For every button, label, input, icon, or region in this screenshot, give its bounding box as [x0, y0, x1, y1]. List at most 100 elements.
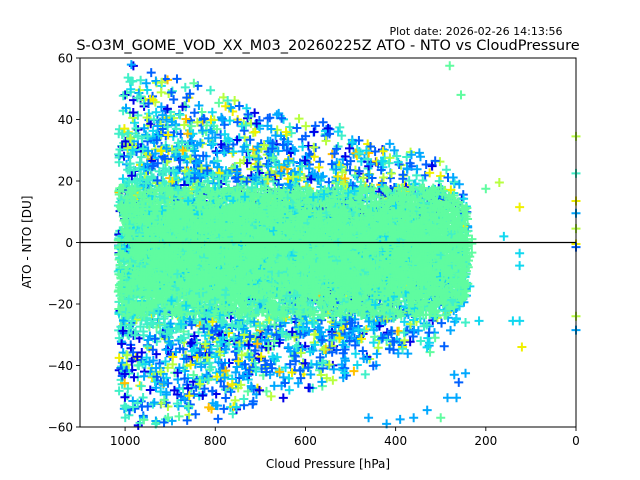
data-point [309, 142, 319, 152]
data-point [323, 123, 333, 133]
data-point [117, 358, 127, 368]
data-point [142, 113, 152, 123]
data-point [231, 402, 241, 412]
data-point [151, 383, 161, 393]
data-point [180, 82, 190, 92]
data-point [190, 108, 200, 118]
data-point [362, 354, 372, 364]
data-point [133, 398, 143, 408]
data-point [133, 110, 143, 120]
data-point [242, 177, 252, 187]
data-point [271, 321, 281, 331]
data-point [402, 152, 412, 162]
data-point [183, 383, 193, 393]
data-point [328, 375, 338, 385]
data-point [160, 154, 170, 164]
data-point [269, 381, 279, 391]
data-point [369, 338, 379, 348]
data-point [219, 120, 229, 130]
data-point [148, 345, 158, 355]
data-point [372, 349, 382, 359]
scatter-points [113, 60, 581, 430]
data-point [129, 372, 139, 382]
data-point [403, 349, 413, 359]
data-point [316, 333, 326, 343]
data-point [324, 360, 334, 370]
data-point [427, 161, 437, 171]
data-point [393, 348, 403, 358]
data-point [291, 341, 301, 351]
data-point [340, 152, 350, 162]
data-point [230, 395, 240, 405]
data-point [366, 142, 376, 152]
data-point [379, 145, 389, 155]
data-point [241, 121, 251, 131]
data-point [364, 316, 374, 326]
data-point [284, 385, 294, 395]
data-point [163, 363, 173, 373]
data-point [120, 392, 130, 402]
data-point [180, 394, 190, 404]
data-point [207, 107, 217, 117]
data-point [327, 159, 337, 169]
data-point [294, 114, 304, 124]
data-point [279, 114, 289, 124]
data-point [181, 354, 191, 364]
data-point [351, 349, 361, 359]
data-point [272, 110, 282, 120]
data-point [214, 98, 224, 108]
data-point [187, 320, 197, 330]
data-point [189, 331, 199, 341]
data-point [321, 136, 331, 146]
data-point [177, 138, 187, 148]
data-point [424, 328, 434, 338]
data-point [206, 85, 216, 95]
data-point [194, 101, 204, 111]
plot-date-subtitle: Plot date: 2026-02-26 14:13:56 [389, 25, 562, 38]
data-point [297, 161, 307, 171]
data-point [169, 95, 179, 105]
data-point [180, 101, 190, 111]
data-point [231, 367, 241, 377]
data-point [188, 144, 198, 154]
data-point [226, 103, 236, 113]
data-point [266, 391, 276, 401]
data-point [234, 101, 244, 111]
data-point [309, 127, 319, 137]
data-point [191, 409, 201, 419]
data-point [430, 156, 440, 166]
data-point [413, 326, 423, 336]
data-point [336, 162, 346, 172]
data-point [439, 341, 449, 351]
data-point [392, 151, 402, 161]
data-point [387, 169, 397, 179]
data-point [370, 146, 380, 156]
data-point [126, 150, 136, 160]
data-point [213, 162, 223, 172]
data-point [161, 115, 171, 125]
data-point [272, 330, 282, 340]
data-point [245, 152, 255, 162]
data-point [360, 369, 370, 379]
data-point [418, 175, 428, 185]
data-point [284, 180, 294, 190]
data-point [373, 343, 383, 353]
data-point [314, 162, 324, 172]
data-point [363, 154, 373, 164]
data-point [436, 171, 446, 181]
data-point [304, 163, 314, 173]
data-point [174, 411, 184, 421]
data-point [378, 146, 388, 156]
data-point [283, 174, 293, 184]
data-point [271, 131, 281, 141]
data-point [352, 360, 362, 370]
data-point [136, 152, 146, 162]
data-point [121, 136, 131, 146]
data-point [247, 383, 257, 393]
data-point [422, 342, 432, 352]
data-point [141, 130, 151, 140]
data-point [221, 393, 231, 403]
data-point [292, 123, 302, 133]
data-point [156, 87, 166, 97]
data-point [221, 177, 231, 187]
